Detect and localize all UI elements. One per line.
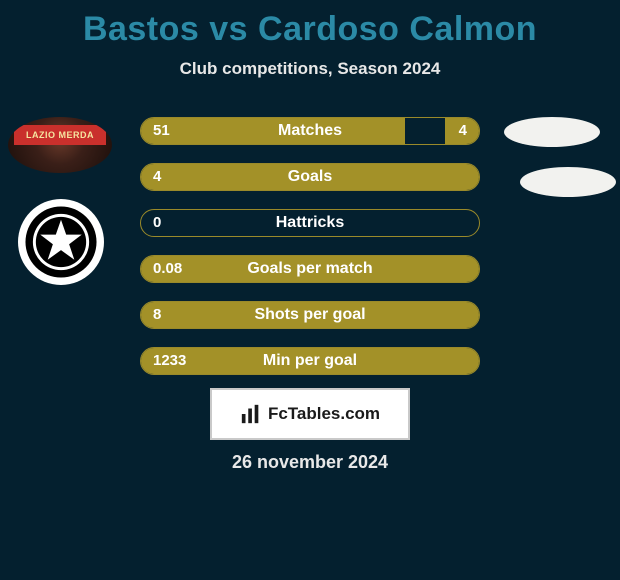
date-text: 26 november 2024	[0, 452, 620, 473]
bar-row: 0.08Goals per match	[140, 255, 480, 283]
bar-row: 8Shots per goal	[140, 301, 480, 329]
player-left-avatar: LAZIO MERDA	[8, 117, 112, 173]
brand-box: FcTables.com	[210, 388, 410, 440]
player-right-avatar-1	[504, 117, 600, 147]
bar-label: Hattricks	[141, 210, 479, 236]
page-title: Bastos vs Cardoso Calmon	[0, 0, 620, 49]
player-right-avatar-2	[520, 167, 616, 197]
bar-label: Goals	[141, 164, 479, 190]
brand-text: FcTables.com	[268, 404, 380, 424]
bar-row: 0Hattricks	[140, 209, 480, 237]
bar-label: Matches	[141, 118, 479, 144]
star-badge-icon	[24, 205, 98, 279]
chart-icon	[240, 403, 262, 425]
comparison-bars: 514Matches 4Goals 0Hattricks 0.08Goals per …	[140, 117, 480, 393]
bar-row: 514Matches	[140, 117, 480, 145]
page-subtitle: Club competitions, Season 2024	[0, 59, 620, 79]
bar-row: 4Goals	[140, 163, 480, 191]
scarf-text: LAZIO MERDA	[14, 125, 106, 145]
bar-label: Goals per match	[141, 256, 479, 282]
bar-row: 1233Min per goal	[140, 347, 480, 375]
bar-label: Min per goal	[141, 348, 479, 374]
club-badge	[18, 199, 104, 285]
bar-label: Shots per goal	[141, 302, 479, 328]
